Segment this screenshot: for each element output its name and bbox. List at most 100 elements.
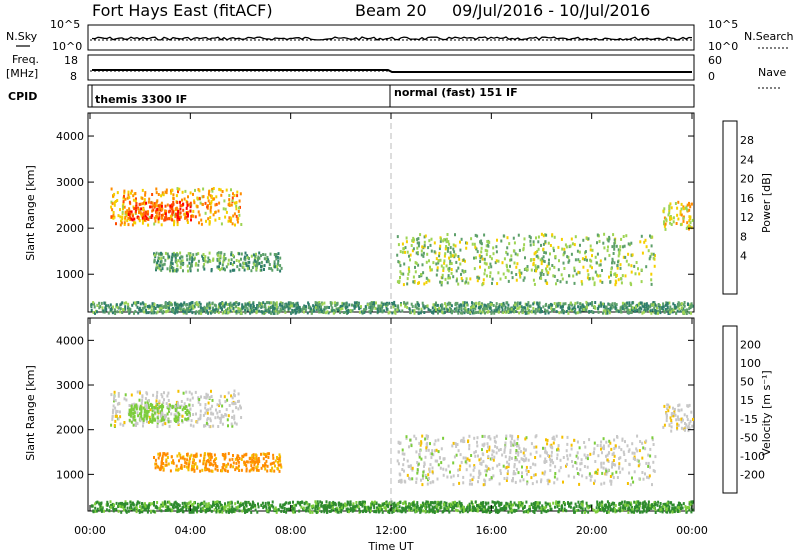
- echo-cell: [210, 411, 213, 415]
- echo-cell: [160, 307, 163, 311]
- echo-cell: [181, 507, 184, 511]
- echo-cell: [219, 254, 222, 258]
- echo-cell: [617, 254, 620, 258]
- echo-cell: [651, 438, 654, 442]
- echo-cell: [541, 310, 544, 313]
- echo-cell: [635, 305, 637, 309]
- echo-cell: [485, 304, 488, 308]
- echo-cell: [510, 271, 513, 275]
- echo-cell: [227, 306, 230, 310]
- echo-cell: [256, 460, 259, 464]
- echo-cell: [621, 274, 624, 278]
- echo-cell: [178, 303, 181, 307]
- echo-cell: [183, 457, 186, 461]
- echo-cell: [154, 418, 157, 422]
- echo-cell: [276, 268, 279, 271]
- echo-cell: [263, 464, 266, 468]
- echo-cell: [277, 252, 280, 256]
- echo-cell: [200, 395, 202, 399]
- echo-cell: [163, 452, 166, 456]
- echo-cell: [284, 502, 287, 506]
- echo-cell: [490, 257, 493, 261]
- echo-cell: [210, 311, 212, 315]
- echo-cell: [233, 268, 236, 272]
- echo-cell: [648, 257, 651, 261]
- echo-cell: [254, 453, 257, 457]
- echo-cell: [579, 462, 582, 466]
- echo-cell: [130, 420, 133, 424]
- echo-cell: [180, 302, 183, 306]
- echo-cell: [428, 470, 431, 474]
- echo-cell: [181, 408, 184, 412]
- echo-cell: [233, 194, 236, 197]
- echo-cell: [533, 445, 536, 449]
- echo-cell: [487, 507, 490, 511]
- echo-cell: [479, 241, 482, 245]
- echo-cell: [467, 281, 470, 285]
- echo-cell: [688, 426, 691, 430]
- echo-cell: [516, 442, 519, 445]
- echo-cell: [116, 199, 119, 202]
- echo-cell: [180, 304, 183, 308]
- echo-cell: [189, 309, 192, 312]
- echo-cell: [451, 311, 453, 315]
- echo-cell: [668, 301, 671, 305]
- echo-cell: [473, 311, 476, 315]
- echo-cell: [672, 308, 675, 312]
- echo-cell: [417, 244, 420, 248]
- echo-cell: [587, 273, 590, 277]
- echo-cell: [278, 457, 281, 461]
- echo-cell: [516, 303, 519, 307]
- echo-cell: [180, 404, 183, 408]
- echo-cell: [236, 217, 239, 221]
- echo-cell: [245, 500, 248, 504]
- frequency-line: [92, 69, 692, 73]
- echo-cell: [410, 244, 413, 247]
- echo-cell: [478, 471, 481, 475]
- echo-cell: [498, 307, 501, 311]
- echo-cell: [511, 276, 514, 280]
- echo-cell: [237, 460, 240, 464]
- echo-cell: [636, 458, 639, 462]
- echo-cell: [299, 309, 302, 313]
- echo-cell: [381, 510, 384, 514]
- echo-cell: [420, 478, 422, 482]
- echo-cell: [412, 240, 415, 243]
- echo-cell: [593, 283, 596, 287]
- echo-cell: [214, 203, 217, 207]
- echo-cell: [154, 202, 157, 206]
- echo-cell: [682, 207, 685, 211]
- echo-cell: [253, 263, 256, 266]
- echo-cell: [150, 509, 153, 513]
- echo-cell: [460, 276, 463, 280]
- echo-cell: [188, 203, 191, 207]
- echo-cell: [677, 303, 680, 307]
- echo-cell: [115, 303, 118, 307]
- echo-cell: [177, 389, 180, 393]
- echo-cell: [683, 301, 686, 304]
- echo-cell: [166, 452, 169, 456]
- echo-cell: [209, 206, 212, 210]
- echo-cell: [319, 307, 322, 311]
- echo-cell: [221, 311, 224, 315]
- echo-cell: [275, 309, 278, 313]
- echo-cell: [569, 244, 572, 248]
- echo-cell: [117, 394, 120, 398]
- echo-cell: [264, 309, 267, 313]
- echo-cell: [249, 460, 252, 464]
- echo-cell: [133, 217, 136, 221]
- echo-cell: [505, 436, 508, 440]
- echo-cell: [497, 310, 500, 314]
- echo-cell: [223, 304, 226, 308]
- echo-cell: [540, 243, 542, 247]
- echo-cell: [131, 303, 134, 307]
- echo-cell: [452, 243, 455, 247]
- echo-cell: [176, 223, 179, 227]
- echo-cell: [581, 510, 584, 514]
- echo-cell: [602, 305, 605, 309]
- echo-cell: [171, 262, 174, 266]
- echo-cell: [627, 252, 630, 256]
- echo-cell: [609, 309, 612, 313]
- echo-cell: [431, 510, 434, 514]
- echo-cell: [626, 501, 629, 505]
